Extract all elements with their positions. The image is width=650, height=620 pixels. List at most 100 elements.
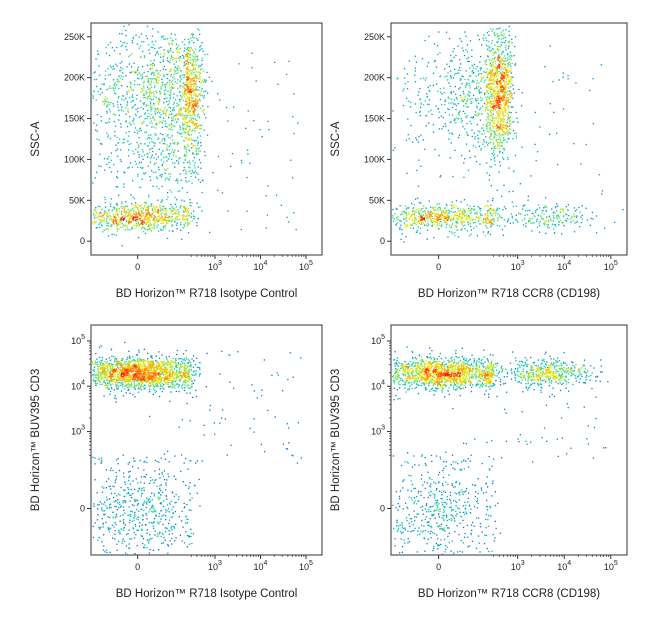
event-dot — [418, 220, 421, 222]
event-dot — [396, 219, 398, 221]
event-dot — [436, 219, 439, 222]
event-dot — [505, 80, 507, 82]
event-dot — [187, 224, 189, 226]
event-dot — [497, 87, 499, 89]
event-dot — [143, 97, 145, 99]
event-dot — [498, 127, 501, 130]
event-dot — [196, 58, 198, 60]
event-dot — [543, 213, 545, 215]
event-dot — [194, 126, 197, 129]
event-dot — [466, 218, 468, 220]
event-dot — [495, 139, 497, 141]
event-dot — [496, 82, 498, 84]
event-dot — [162, 220, 165, 222]
event-dot — [503, 126, 505, 129]
event-dot — [503, 95, 506, 97]
event-dot — [145, 223, 147, 226]
event-dot — [199, 150, 202, 152]
event-dot — [131, 94, 134, 96]
event-dot — [189, 120, 191, 122]
event-dot — [466, 101, 468, 103]
event-dot — [404, 77, 406, 79]
event-dot — [154, 378, 156, 380]
event-dot — [178, 132, 180, 134]
event-dot — [170, 82, 172, 84]
event-dot — [104, 219, 106, 221]
event-dot — [557, 214, 559, 216]
event-dot — [144, 219, 146, 221]
event-dot — [127, 219, 130, 221]
event-dot — [195, 124, 197, 126]
event-dot — [510, 65, 512, 68]
event-dot — [194, 140, 196, 142]
event-dot — [171, 42, 173, 44]
event-dot — [459, 214, 461, 216]
event-dot — [476, 211, 478, 213]
event-dot — [441, 93, 443, 95]
event-dot — [114, 215, 117, 218]
event-dot — [495, 105, 497, 107]
event-dot — [466, 82, 468, 84]
event-dot — [427, 210, 429, 212]
event-dot — [487, 102, 489, 104]
event-dot — [147, 81, 149, 83]
event-dot — [489, 138, 491, 140]
event-dot — [500, 85, 502, 88]
event-dot — [173, 208, 176, 210]
event-dot — [192, 145, 194, 147]
event-dot — [573, 213, 575, 215]
event-dot — [117, 106, 119, 108]
event-dot — [181, 132, 183, 134]
event-dot — [561, 222, 563, 224]
event-dot — [95, 211, 97, 213]
event-dot — [166, 147, 168, 149]
event-dot — [142, 361, 145, 363]
event-dot — [185, 98, 187, 100]
event-dot — [497, 75, 500, 77]
event-dot — [139, 378, 141, 380]
event-dot — [123, 99, 125, 101]
event-dot — [466, 99, 468, 102]
event-dot — [110, 101, 112, 104]
event-dot — [134, 71, 136, 74]
event-dot — [420, 218, 423, 220]
event-dot — [449, 226, 451, 228]
event-dot — [500, 76, 502, 79]
event-dot — [187, 95, 189, 97]
event-dot — [99, 215, 101, 217]
event-dot — [496, 107, 498, 109]
event-dot — [498, 57, 500, 59]
event-dot — [399, 228, 401, 230]
event-dot — [127, 221, 129, 223]
event-dot — [123, 138, 125, 140]
event-dot — [430, 215, 433, 217]
event-dot — [175, 212, 177, 214]
event-dot — [135, 70, 137, 73]
event-dot — [176, 50, 178, 53]
event-dot — [522, 208, 524, 210]
event-dot — [157, 212, 159, 214]
event-dot — [95, 124, 98, 126]
event-dot — [131, 96, 133, 98]
event-dot — [164, 216, 166, 218]
event-dot — [453, 217, 455, 219]
event-dot — [113, 208, 116, 210]
event-dot — [458, 111, 461, 113]
event-dot — [150, 215, 153, 217]
event-dot — [113, 105, 115, 107]
event-dot — [510, 77, 512, 79]
event-dot — [492, 83, 494, 85]
event-dot — [491, 199, 494, 202]
event-dot — [199, 181, 201, 183]
event-dot — [156, 124, 158, 126]
event-dot — [186, 103, 189, 105]
event-dot — [116, 210, 118, 212]
event-dot — [128, 63, 130, 65]
event-dot — [418, 212, 420, 214]
event-dot — [489, 119, 491, 121]
event-dot — [161, 174, 163, 176]
event-dot — [575, 82, 577, 84]
event-dot — [118, 109, 120, 111]
event-dot — [419, 223, 422, 225]
event-dot — [449, 132, 451, 134]
